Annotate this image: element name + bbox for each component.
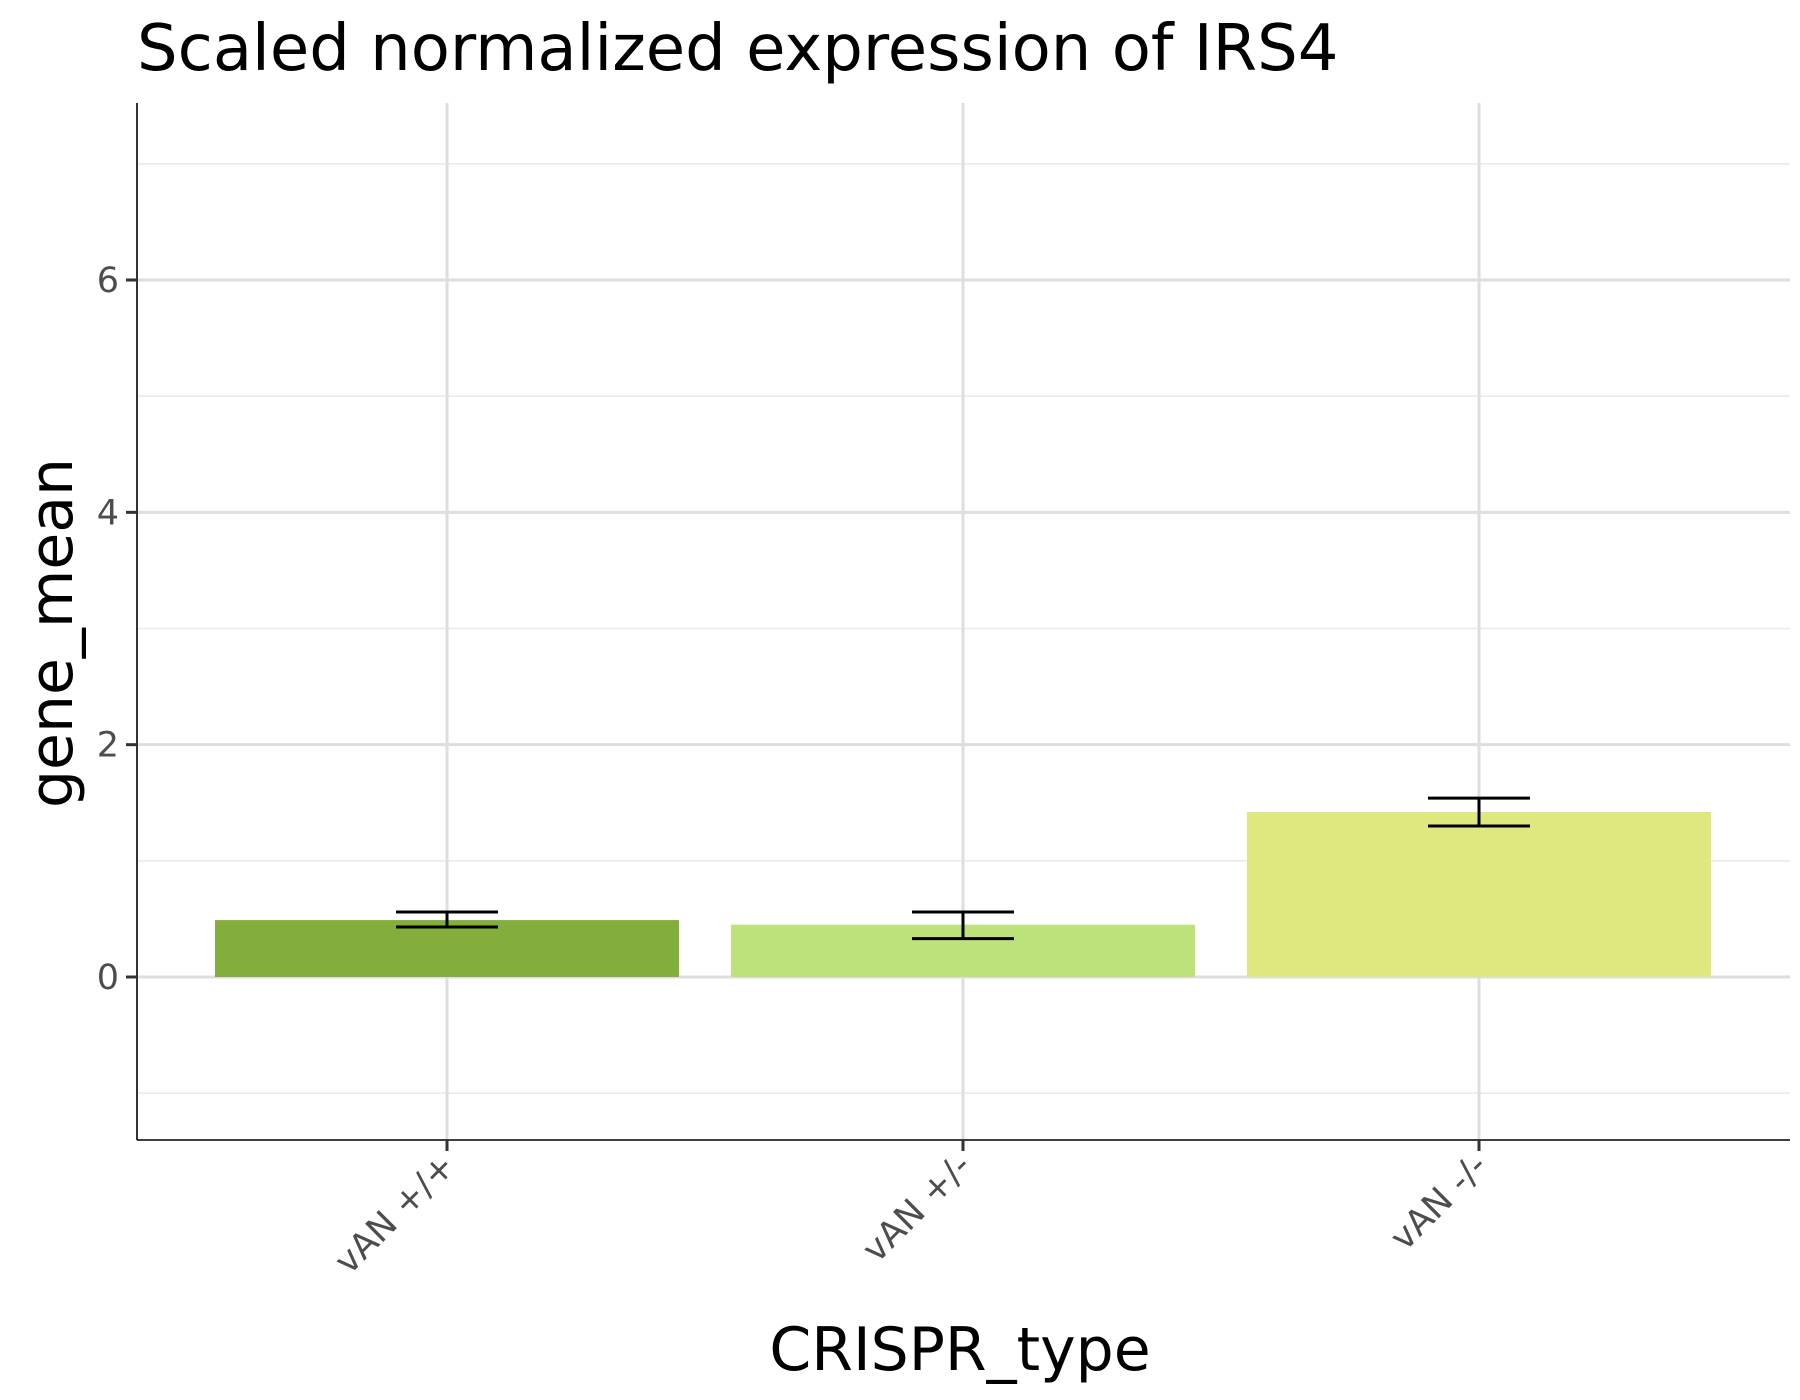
bar xyxy=(215,920,679,977)
y-tick-label: 4 xyxy=(97,493,119,533)
x-axis-title: CRISPR_type xyxy=(769,1315,1150,1385)
x-tick-label: vAN -/- xyxy=(1383,1146,1495,1258)
error-bar-layer xyxy=(396,796,1530,941)
y-tick-label: 2 xyxy=(97,726,119,766)
y-tick-label: 0 xyxy=(97,958,119,998)
y-tick-label: 6 xyxy=(97,261,119,301)
x-tick-label: vAN +/- xyxy=(855,1146,979,1270)
bar xyxy=(1247,812,1711,977)
y-axis-title: gene_mean xyxy=(17,458,87,808)
chart-title: Scaled normalized expression of IRS4 xyxy=(137,12,1338,86)
grid-layer xyxy=(137,103,1790,1140)
bar-layer xyxy=(215,812,1711,977)
x-tick-label: vAN +/+ xyxy=(327,1146,463,1282)
